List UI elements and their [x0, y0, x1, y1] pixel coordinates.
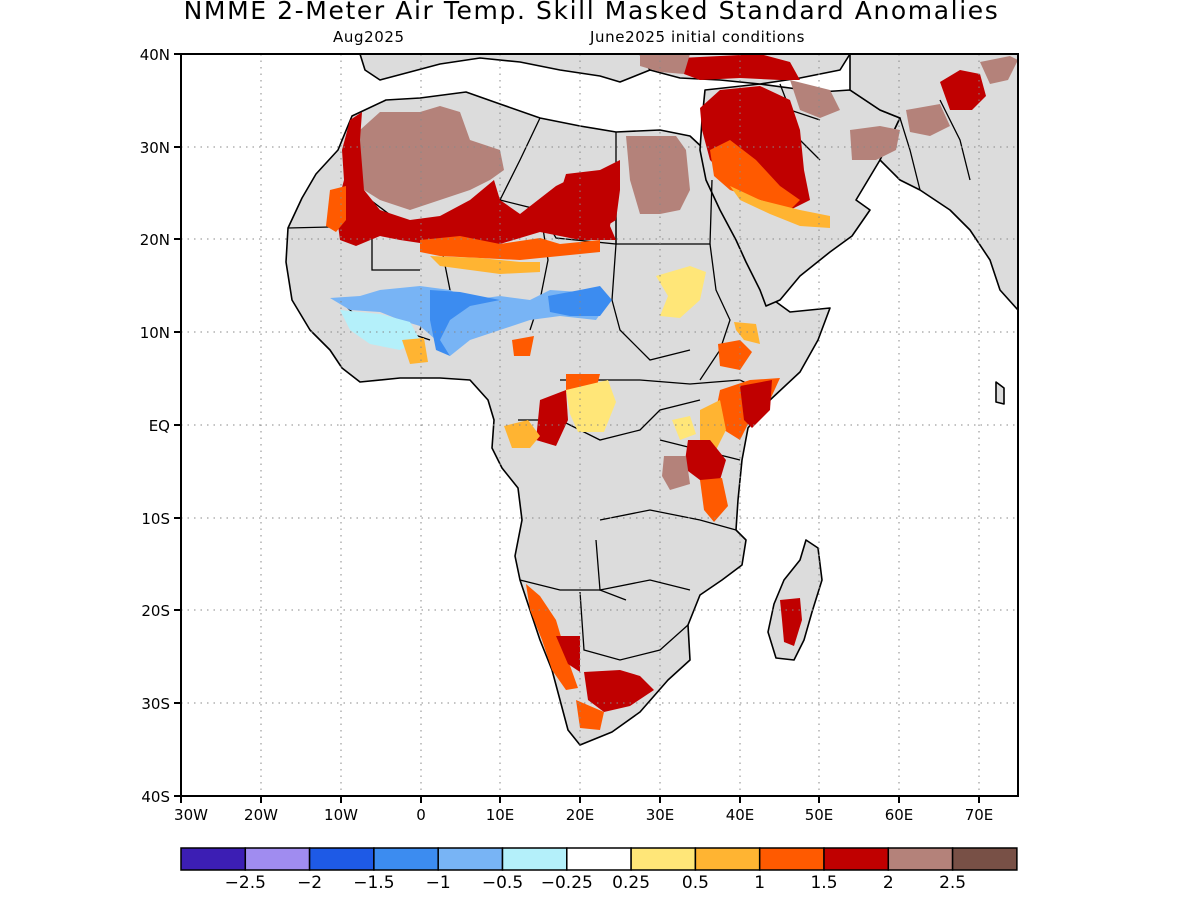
anomaly-kenya-amber: [700, 400, 726, 450]
lat-tick-marks: [174, 53, 181, 797]
lat-tick-labels: 40N 30N 20N 10N EQ 10S 20S 30S 40S: [140, 46, 170, 806]
anomaly-sahel-orange: [420, 236, 600, 260]
anomaly-southafrica-orange: [576, 700, 604, 730]
anomaly-kenya-red: [740, 380, 772, 428]
colorbar-swatch: [501, 847, 568, 871]
anomaly-uganda-amber: [672, 416, 696, 440]
lon-label: 10E: [486, 806, 515, 824]
anomaly-southafrica-red: [584, 670, 654, 712]
colorbar-swatch: [244, 847, 311, 871]
colorbar-swatch: [887, 847, 954, 871]
anomaly-sudan-yellow: [656, 266, 706, 318]
colorbar-label: 2.5: [939, 873, 966, 893]
anomaly-tanzania-orange: [700, 478, 728, 522]
colorbar-label: −1.5: [353, 873, 394, 893]
valid-month: Aug2025: [333, 28, 405, 46]
lat-label: 10N: [140, 324, 170, 342]
anomaly-iran-brown: [850, 126, 900, 160]
anomaly-mideast-amber: [730, 186, 830, 228]
colorbar-swatch: [373, 847, 439, 871]
anomaly-pakistan-brown: [906, 104, 950, 136]
anomaly-egypt-red: [556, 160, 620, 230]
colorbar-label: 1.5: [810, 873, 837, 893]
colorbar-swatch: [566, 847, 632, 871]
map-layer: [181, 54, 1018, 796]
map-title: NMME 2-Meter Air Temp. Skill Masked Stan…: [183, 0, 1000, 25]
anomaly-turkey-brown: [640, 54, 690, 74]
lat-label: 20S: [141, 602, 170, 620]
anomaly-ethiopia-orange: [718, 340, 752, 370]
srilanka-landmass: [995, 381, 1005, 405]
lon-label: 30W: [174, 806, 208, 824]
lat-label: EQ: [149, 417, 170, 435]
anomaly-gabon-red: [536, 390, 568, 446]
lon-label: 20E: [566, 806, 595, 824]
colorbar-label: −2.5: [225, 873, 266, 893]
lon-label: 30E: [646, 806, 675, 824]
colorbar-swatch: [630, 847, 697, 871]
anomaly-lightblue: [340, 310, 420, 350]
lat-label: 40N: [140, 46, 170, 64]
anomaly-tanzania-red: [684, 440, 726, 480]
anomaly-nigeria-orange: [512, 336, 534, 356]
anomaly-sahara-brown: [358, 106, 504, 210]
colorbar-label: −2: [297, 873, 322, 893]
colorbar-swatch: [437, 847, 504, 871]
anomaly-mideast-orange: [710, 140, 800, 210]
anomaly-westafrica-darkblue: [430, 290, 500, 356]
lon-label: 20W: [244, 806, 278, 824]
lon-label: 50E: [805, 806, 834, 824]
colorbar-swatch: [823, 847, 890, 871]
lat-label: 30N: [140, 139, 170, 157]
colorbar-label: 2: [883, 873, 894, 893]
colorbar-swatch: [951, 847, 1018, 871]
gridlines: [181, 54, 1018, 796]
lon-label: 0: [416, 806, 426, 824]
anomaly-sahel-red: [336, 112, 616, 246]
colorbar-label: −1: [426, 873, 451, 893]
lon-label: 60E: [885, 806, 914, 824]
lat-label: 20N: [140, 231, 170, 249]
anomaly-egypt-brown: [626, 136, 690, 214]
colorbar-label: 0.25: [612, 873, 650, 893]
anomaly-congo-yellow: [566, 380, 616, 432]
lon-label: 70E: [965, 806, 994, 824]
colorbar-swatch: [308, 847, 375, 871]
colorbar-label: 1: [754, 873, 765, 893]
lon-tick-labels: 30W 20W 10W 0 10E 20E 30E 40E 50E 60E 70…: [174, 806, 993, 824]
anomaly-caspian-brown: [790, 80, 840, 118]
colorbar-swatch: [180, 847, 247, 871]
colorbar: −2.5 −2 −1.5 −1 −0.5 −0.25 0.25 0.5 1 1.5 2 2.5: [180, 847, 1018, 893]
colorbar-swatch: [758, 847, 825, 871]
colorbar-label: −0.5: [482, 873, 523, 893]
anomaly-shading: [326, 54, 1018, 730]
anomaly-namibia-red: [556, 636, 580, 672]
anomaly-westafrica-blue: [330, 286, 610, 356]
anomaly-northeast-brown: [980, 56, 1018, 84]
colorbar-label: 0.5: [682, 873, 709, 893]
anomaly-tanzania-brown: [662, 456, 690, 490]
lon-tick-marks: [180, 796, 980, 803]
lat-label: 40S: [141, 788, 170, 806]
lon-label: 10W: [324, 806, 358, 824]
anomaly-mideast-red: [700, 86, 810, 210]
asia-landmass: [849, 54, 1018, 311]
lat-label: 30S: [141, 695, 170, 713]
colorbar-label: −0.25: [541, 873, 593, 893]
anomaly-sahel-amber: [430, 256, 540, 274]
anomaly-gabon-amber: [504, 420, 540, 448]
initial-conditions: June2025 initial conditions: [590, 28, 805, 46]
anomaly-pakistan-red: [940, 70, 986, 110]
colorbar-swatch: [694, 847, 761, 871]
lon-label: 40E: [726, 806, 755, 824]
lat-label: 10S: [141, 510, 170, 528]
anomaly-gulfguinea-amber: [402, 338, 428, 364]
